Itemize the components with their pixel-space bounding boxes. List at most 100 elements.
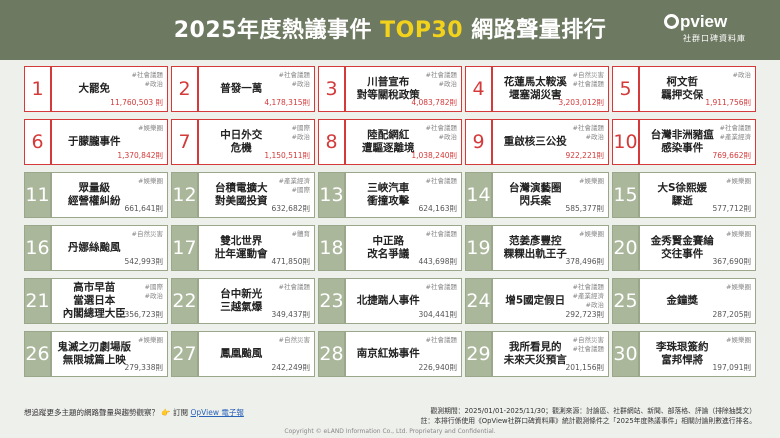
- rank-divider: [638, 226, 640, 270]
- event-tags: #自然災害: [278, 336, 310, 344]
- rank-number: 7: [178, 131, 191, 153]
- rank-number: 29: [466, 332, 491, 376]
- rank-divider: [638, 173, 640, 217]
- event-card: 23 北捷踹人事件 #社會議題 304,441則: [318, 278, 462, 324]
- logo-circle-icon: [664, 14, 679, 29]
- event-card: 24 增5國定假日 #社會議題 #產業經濟 #政治 292,723則: [465, 278, 609, 324]
- event-tags: #社會議題: [425, 336, 457, 344]
- rank-number: 26: [25, 332, 50, 376]
- rank-divider: [491, 332, 493, 376]
- event-card: 25 金鐘獎 #娛樂圈 287,205則: [612, 278, 756, 324]
- event-tags: #國際 #政治: [291, 124, 310, 141]
- event-name: 增5國定假日: [505, 294, 566, 307]
- event-name: 大S徐熙媛 驟逝: [657, 181, 708, 207]
- mention-volume: 356,723則: [124, 310, 163, 319]
- event-tags: #娛樂圈: [579, 177, 604, 185]
- mention-volume: 577,712則: [712, 204, 751, 213]
- mention-volume: 197,091則: [712, 363, 751, 372]
- rank-divider: [197, 279, 199, 323]
- rank-number: 22: [172, 279, 197, 323]
- rank-number: 25: [613, 279, 638, 323]
- rank-divider: [491, 279, 493, 323]
- event-tags: #自然災害: [131, 230, 163, 238]
- event-tags: #社會議題 #政治: [278, 71, 310, 88]
- mention-volume: 11,760,503 則: [110, 98, 163, 107]
- rank-divider: [638, 279, 640, 323]
- event-tags: #娛樂圈: [726, 336, 751, 344]
- rank-divider: [344, 332, 346, 376]
- event-tags: #娛樂圈: [726, 283, 751, 291]
- event-name: 南京紅姊事件: [356, 347, 420, 360]
- event-tags: #社會議題: [425, 230, 457, 238]
- event-card: 27 鳳凰颱風 #自然災害 242,249則: [171, 331, 315, 377]
- mention-volume: 4,178,315則: [264, 98, 310, 107]
- rank-number: 15: [613, 173, 638, 217]
- mention-volume: 922,221則: [565, 151, 604, 160]
- mention-volume: 1,150,511則: [264, 151, 310, 160]
- rank-divider: [638, 120, 640, 164]
- event-card: 15 大S徐熙媛 驟逝 #娛樂圈 577,712則: [612, 172, 756, 218]
- mention-volume: 769,662則: [712, 151, 751, 160]
- rank-number: 24: [466, 279, 491, 323]
- title-highlight: TOP30: [380, 18, 464, 43]
- event-card: 9 重啟核三公投 #社會議題 #政治 922,221則: [465, 119, 609, 165]
- event-card: 26 鬼滅之刃劇場版 無限城篇上映 #娛樂圈 279,338則: [24, 331, 168, 377]
- rank-number: 20: [613, 226, 638, 270]
- rank-divider: [197, 120, 199, 164]
- event-card: 7 中日外交 危機 #國際 #政治 1,150,511則: [171, 119, 315, 165]
- opview-logo: pview 社群口碑資料庫: [664, 12, 764, 48]
- rank-divider: [344, 173, 346, 217]
- event-card: 17 雙北世界 壯年運動會 #體育 471,850則: [171, 225, 315, 271]
- event-tags: #產業經濟 #國際: [278, 177, 310, 194]
- subscribe-prompt: 想追蹤更多主題的網路聲量與趨勢觀察？ 👉 訂閱 OpView 電子報: [24, 408, 244, 417]
- rank-divider: [50, 173, 52, 217]
- rank-number: 9: [472, 131, 485, 153]
- event-tags: #社會議題 #政治: [425, 124, 457, 141]
- mention-volume: 242,249則: [271, 363, 310, 372]
- event-card: 22 台中新光 三越氣爆 #社會議題 349,437則: [171, 278, 315, 324]
- event-name: 台灣演藝圈 閃兵案: [509, 181, 562, 207]
- rank-divider: [50, 67, 52, 111]
- event-name: 陸配網紅 遭驅逐離境: [362, 128, 415, 154]
- pointing-hand-icon: 👉: [161, 408, 171, 417]
- event-name: 重啟核三公投: [503, 135, 567, 148]
- mention-volume: 3,203,012則: [558, 98, 604, 107]
- event-name: 川普宣布 對等關稅政策: [356, 75, 420, 101]
- newsletter-link[interactable]: OpView 電子報: [190, 408, 244, 417]
- event-card: 3 川普宣布 對等關稅政策 #社會議題 #政治 4,083,782則: [318, 66, 462, 112]
- event-tags: #政治: [732, 71, 751, 79]
- event-name: 花蓮馬太鞍溪 堰塞湖災害: [503, 75, 567, 101]
- event-name: 台積電擴大 對美國投資: [215, 181, 268, 207]
- event-card: 19 范姜彥豐控 粿粿出軌王子 #娛樂圈 378,496則: [465, 225, 609, 271]
- event-tags: #社會議題 #政治: [572, 124, 604, 141]
- mention-volume: 632,682則: [271, 204, 310, 213]
- mention-volume: 287,205則: [712, 310, 751, 319]
- mention-volume: 367,690則: [712, 257, 751, 266]
- event-card: 11 眾量級 經營權糾紛 #娛樂圈 661,641則: [24, 172, 168, 218]
- rank-number: 27: [172, 332, 197, 376]
- rank-number: 6: [31, 131, 44, 153]
- rank-divider: [344, 279, 346, 323]
- rank-divider: [344, 120, 346, 164]
- rank-divider: [197, 173, 199, 217]
- rank-number: 17: [172, 226, 197, 270]
- event-card: 10 台灣非洲豬瘟 感染事件 #社會議題 #產業經濟 769,662則: [612, 119, 756, 165]
- event-name: 我所看見的 未來天災預言: [503, 340, 567, 366]
- rank-divider: [491, 173, 493, 217]
- rank-number: 10: [613, 131, 638, 153]
- ranking-row: 21 高市早苗 當選日本 內閣總理大臣 #國際 #政治 356,723則 22 台中新光 …: [24, 278, 756, 324]
- event-tags: #社會議題 #產業經濟: [719, 124, 751, 141]
- event-card: 28 南京紅姊事件 #社會議題 226,940則: [318, 331, 462, 377]
- event-tags: #娛樂圈: [726, 230, 751, 238]
- page-title: 2025年度熱議事件 TOP30 網路聲量排行: [173, 18, 607, 43]
- rank-number: 2: [178, 78, 191, 100]
- mention-volume: 471,850則: [271, 257, 310, 266]
- rank-number: 13: [319, 173, 344, 217]
- event-name: 台灣非洲豬瘟 感染事件: [650, 128, 714, 154]
- mention-volume: 292,723則: [565, 310, 604, 319]
- rank-divider: [50, 279, 52, 323]
- mention-volume: 624,163則: [418, 204, 457, 213]
- rank-number: 21: [25, 279, 50, 323]
- rank-divider: [638, 332, 640, 376]
- event-tags: #自然災害 #社會議題: [572, 71, 604, 88]
